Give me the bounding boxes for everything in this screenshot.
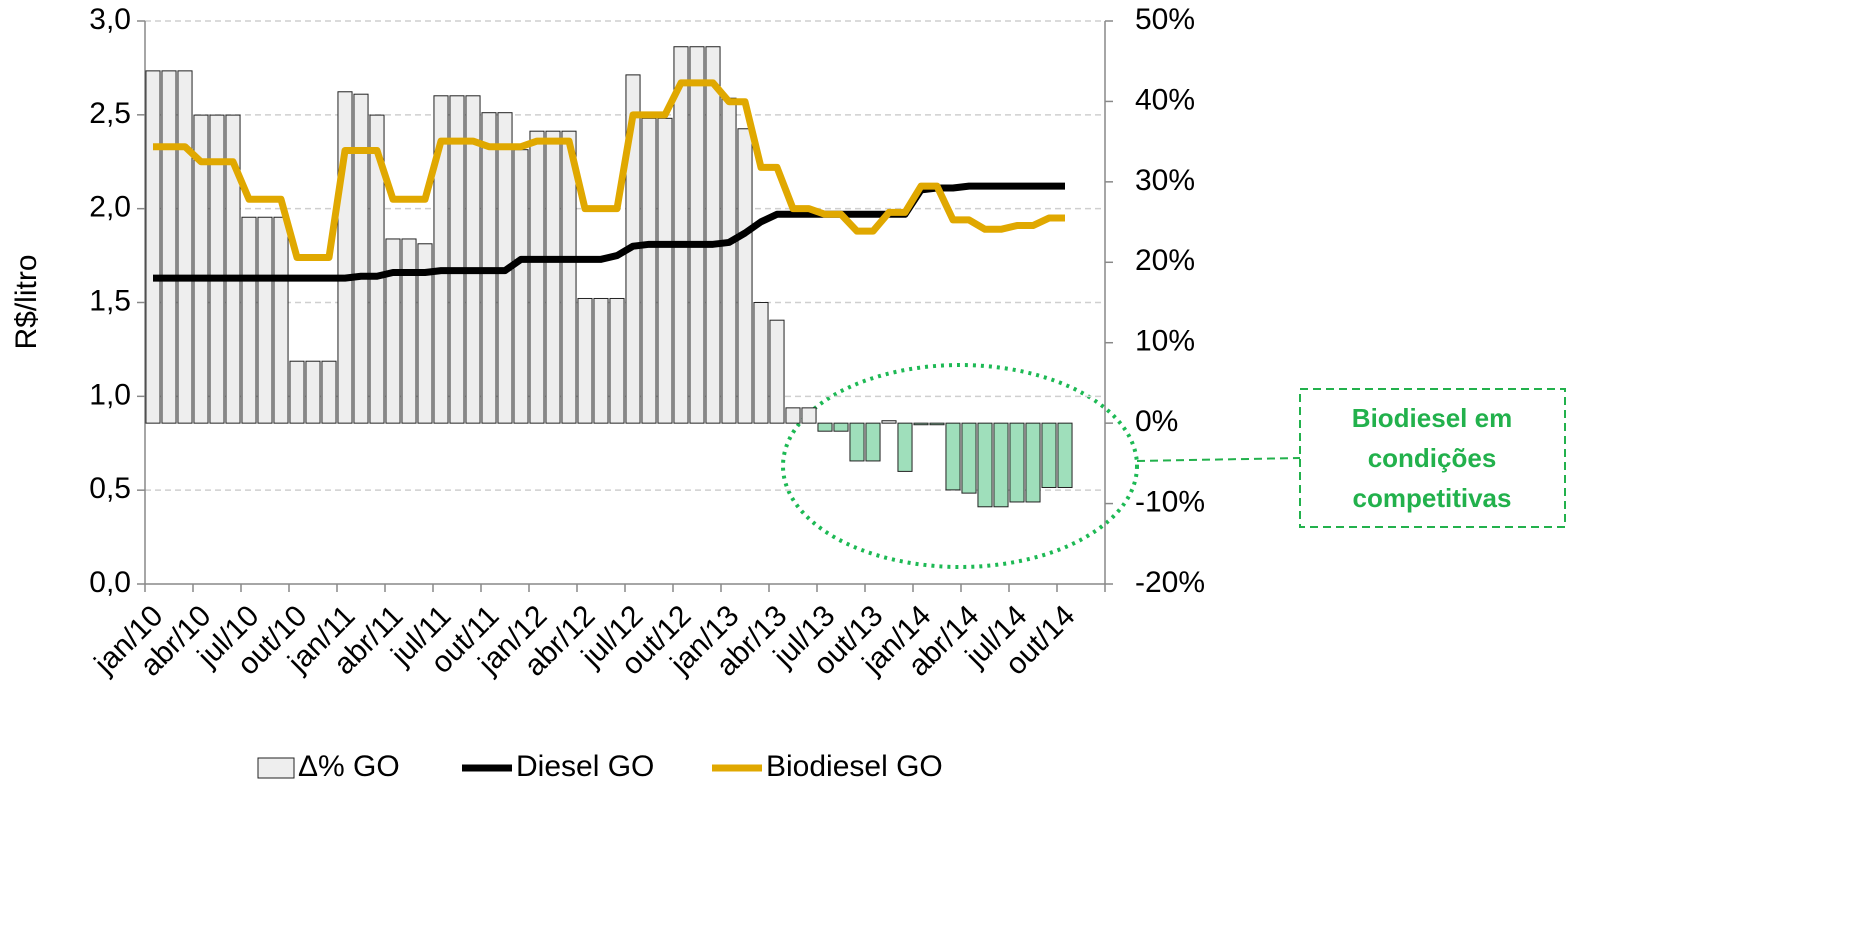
bar	[961, 422, 977, 494]
bar	[369, 114, 385, 424]
annotation-text: competitivas	[1353, 483, 1512, 513]
legend-swatch	[257, 757, 295, 779]
bar	[689, 46, 705, 424]
bar	[1009, 422, 1025, 503]
bar	[801, 407, 817, 424]
y2-tick-label: 40%	[1135, 83, 1195, 116]
annotation-connector	[1136, 457, 1301, 462]
bar	[177, 70, 193, 424]
annotation-text: Biodiesel em	[1352, 403, 1512, 433]
annotation-text: condições	[1368, 443, 1497, 473]
line	[153, 79, 1065, 261]
bar	[1057, 422, 1073, 488]
bar	[593, 297, 609, 424]
bar	[449, 95, 465, 424]
bar	[737, 128, 753, 424]
bar	[833, 422, 849, 432]
bar	[929, 422, 945, 426]
legend-label: Biodiesel GO	[766, 750, 943, 783]
bar	[993, 422, 1009, 508]
bar	[305, 360, 321, 424]
bar	[417, 243, 433, 424]
bar	[1025, 422, 1041, 503]
y-tick-label: 2,5	[89, 97, 131, 130]
bar	[657, 117, 673, 424]
bar	[817, 422, 833, 432]
annotation-box	[1299, 388, 1566, 528]
bar	[433, 95, 449, 424]
y-axis-label: R$/litro	[10, 254, 43, 349]
bar	[977, 422, 993, 508]
bar	[401, 238, 417, 424]
bar	[353, 93, 369, 424]
bar	[161, 70, 177, 424]
legend-label: Δ% GO	[298, 750, 400, 783]
highlight-ellipse	[781, 363, 1139, 569]
bar	[241, 216, 257, 424]
bar	[225, 114, 241, 424]
y2-tick-label: 20%	[1135, 244, 1195, 277]
legend-label: Diesel GO	[516, 750, 654, 783]
bar	[785, 407, 801, 424]
y2-tick-label: 30%	[1135, 164, 1195, 197]
y2-tick-label: 10%	[1135, 325, 1195, 358]
bar	[849, 422, 865, 462]
bar	[193, 114, 209, 424]
bar	[385, 238, 401, 424]
y2-tick-label: -10%	[1135, 485, 1205, 518]
bar	[721, 97, 737, 424]
y-tick-label: 0,0	[89, 566, 131, 599]
bar	[209, 114, 225, 424]
bar	[1041, 422, 1057, 488]
y-tick-label: 0,5	[89, 472, 131, 505]
bar	[321, 360, 337, 424]
bar	[641, 117, 657, 424]
bar	[769, 319, 785, 424]
y2-tick-label: 50%	[1135, 3, 1195, 36]
y-tick-label: 1,0	[89, 378, 131, 411]
bar	[273, 216, 289, 424]
bar	[257, 216, 273, 424]
bar	[465, 95, 481, 424]
bar	[865, 422, 881, 462]
bar	[145, 70, 161, 424]
y-tick-label: 3,0	[89, 3, 131, 36]
y2-tick-label: -20%	[1135, 566, 1205, 599]
bar	[289, 360, 305, 424]
bar	[337, 91, 353, 424]
y-tick-label: 2,0	[89, 191, 131, 224]
bar	[513, 149, 529, 424]
bar	[753, 302, 769, 424]
bar	[945, 422, 961, 491]
bar	[545, 130, 561, 424]
bar	[913, 422, 929, 426]
bar	[609, 297, 625, 424]
bar	[561, 130, 577, 424]
bar	[897, 422, 913, 472]
bar	[673, 46, 689, 424]
bar	[577, 297, 593, 424]
bar	[881, 420, 897, 424]
bar	[529, 130, 545, 424]
y-tick-label: 1,5	[89, 284, 131, 317]
bar	[705, 46, 721, 424]
y2-tick-label: 0%	[1135, 405, 1178, 438]
